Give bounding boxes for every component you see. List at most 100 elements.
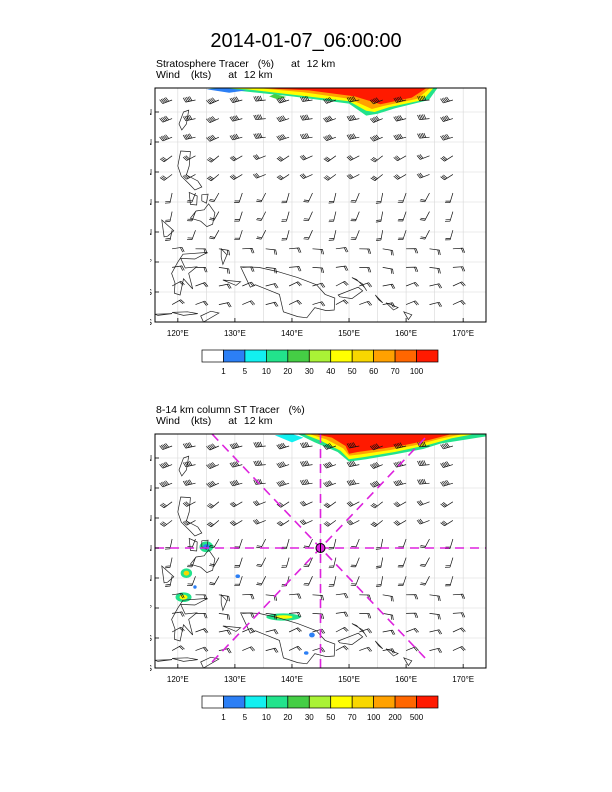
- wind-barb: [328, 576, 337, 587]
- wind-barb: [253, 95, 266, 102]
- wind-barb: [229, 115, 243, 122]
- wind-barb: [393, 461, 407, 468]
- coastline: [177, 150, 203, 191]
- wind-barb: [312, 282, 326, 288]
- wind-barb: [406, 594, 419, 600]
- wind-barb: [234, 230, 243, 241]
- wind-barb: [382, 648, 396, 654]
- coastline: [240, 266, 336, 319]
- colorbar-box: [201, 349, 224, 363]
- colorbar-label: 500: [410, 713, 424, 722]
- wind-barb: [370, 520, 383, 527]
- coastline: [172, 311, 198, 316]
- wind-barb: [289, 612, 302, 618]
- wind-barb: [417, 132, 430, 139]
- wind-barb: [300, 460, 313, 467]
- wind-barb: [393, 442, 407, 449]
- wind-barb: [299, 500, 313, 507]
- wind-barb: [172, 592, 185, 599]
- wind-barb: [397, 576, 407, 587]
- wind-barb: [276, 520, 290, 527]
- coastline: [154, 313, 173, 316]
- panel1-at-word: at: [290, 58, 300, 70]
- coastline: [189, 203, 216, 228]
- wind-barb: [182, 96, 196, 103]
- wind-barb: [419, 576, 430, 586]
- wind-barb: [346, 96, 360, 103]
- wind-barb: [375, 230, 384, 242]
- wind-barb: [429, 301, 443, 308]
- wind-barb: [440, 442, 454, 450]
- tracer-blob-cyan: [274, 434, 304, 443]
- wind-barb: [289, 266, 302, 272]
- wind-barb: [164, 538, 173, 550]
- y-tick-label: 25°N: [150, 108, 152, 117]
- colorbar-box: [373, 349, 396, 363]
- y-tick-label: 20°N: [150, 484, 152, 493]
- wind-barb: [276, 461, 290, 469]
- y-tick-label: 5°S: [150, 634, 152, 643]
- wind-barb: [440, 461, 454, 468]
- x-tick-label: 130°E: [224, 675, 246, 684]
- grid-lines: [155, 88, 486, 322]
- axes: 25°N 20°N 15°N 10°N 5°N 0° 5°S 10°S 120°E 130°E 14…: [150, 108, 474, 338]
- wind-barb: [164, 557, 173, 569]
- wind-barb: [182, 133, 196, 140]
- wind-barb: [405, 300, 419, 306]
- wind-barb: [417, 460, 430, 466]
- wind-barb: [393, 155, 407, 162]
- wind-barb: [359, 300, 373, 306]
- wind-barb: [265, 283, 279, 289]
- wind-barb: [253, 114, 266, 121]
- colorbar-box: [223, 349, 246, 363]
- colorbar-box: [244, 349, 267, 363]
- coastline: [337, 286, 364, 299]
- wind-barb: [350, 211, 360, 222]
- x-tick-label: 120°E: [167, 329, 189, 338]
- wind-barb: [440, 479, 454, 487]
- colorbar-label: 10: [262, 367, 271, 376]
- wind-barb: [350, 192, 360, 203]
- colorbar-box: [351, 695, 374, 709]
- wind-barb: [382, 594, 394, 602]
- wind-barb: [323, 501, 337, 508]
- wind-barb: [171, 280, 185, 287]
- coastline: [171, 252, 208, 296]
- y-tick-label: 15°N: [150, 514, 152, 523]
- wind-barb: [206, 116, 220, 124]
- colorbar-box: [351, 349, 374, 363]
- wind-barb: [182, 155, 196, 161]
- wind-barb: [195, 646, 209, 652]
- wind-barb: [299, 173, 313, 179]
- wind-barb: [288, 627, 302, 633]
- wind-barb: [164, 211, 173, 223]
- x-tick-label: 160°E: [395, 675, 417, 684]
- wind-barb: [276, 480, 290, 487]
- wind-barb: [303, 192, 313, 203]
- wind-barb: [303, 211, 313, 222]
- wind-barb: [182, 460, 196, 468]
- y-tick-label: 20°N: [150, 138, 152, 147]
- wind-barb: [440, 520, 454, 527]
- wind-barb: [252, 172, 266, 179]
- map-panel-1: 25°N 20°N 15°N 10°N 5°N 0° 5°S 10°S 120°E 130°E 14…: [150, 87, 487, 338]
- wind-barb: [346, 133, 360, 140]
- wind-barb: [172, 246, 185, 253]
- panel1-wind-label: Wind: [156, 69, 180, 81]
- wind-barb: [323, 97, 337, 104]
- panel1-field-label: Stratosphere Tracer: [156, 58, 249, 70]
- wind-barb: [256, 192, 267, 203]
- wind-barb: [253, 460, 266, 467]
- wind-barb: [452, 300, 466, 305]
- wind-barb: [289, 593, 302, 599]
- wind-barb: [256, 211, 267, 221]
- wind-barb: [419, 211, 430, 221]
- wind-barb: [218, 613, 230, 620]
- y-tick-label: 10°S: [150, 664, 152, 673]
- wind-barb: [276, 96, 290, 104]
- wind-barb: [323, 461, 337, 469]
- wind-barb: [229, 174, 243, 180]
- wind-barb: [406, 612, 419, 619]
- y-tick-label: 0°: [150, 604, 152, 613]
- colorbar-box: [373, 695, 396, 709]
